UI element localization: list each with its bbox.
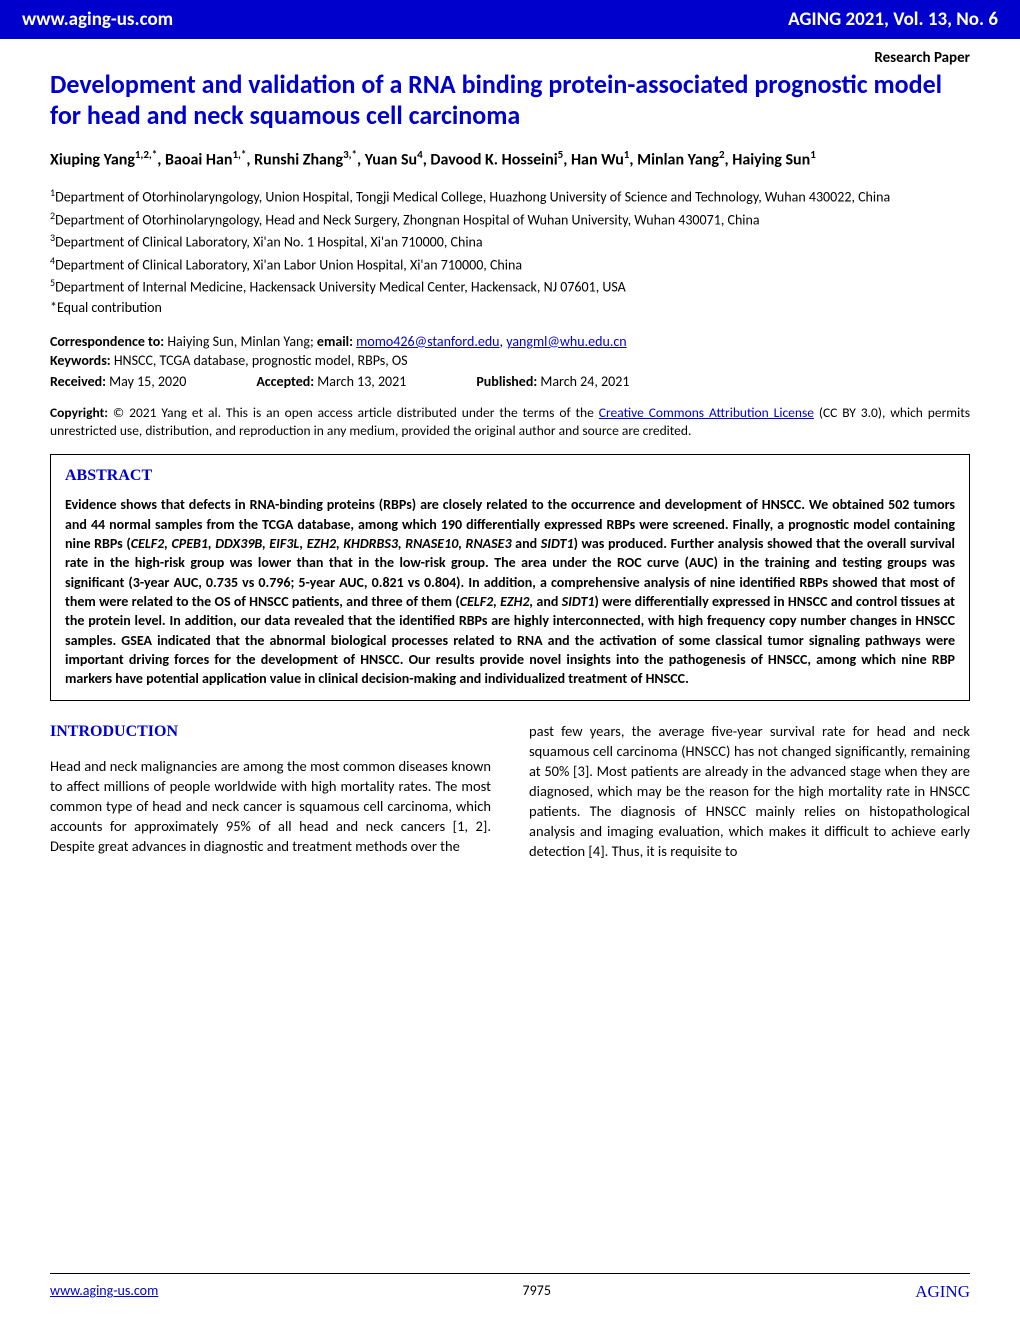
page-footer: www.aging-us.com 7975 AGING [50, 1273, 970, 1302]
abstract-heading: ABSTRACT [65, 467, 955, 485]
page-content: Research Paper Development and validatio… [0, 39, 1020, 861]
affiliation: 4Department of Clinical Laboratory, Xi'a… [50, 254, 970, 276]
authors-list: Xiuping Yang1,2,*, Baoai Han1,*, Runshi … [50, 147, 970, 172]
license-link[interactable]: Creative Commons Attribution License [599, 404, 814, 421]
published-date: Published: March 24, 2021 [476, 373, 629, 390]
affiliation: 3Department of Clinical Laboratory, Xi'a… [50, 231, 970, 253]
copyright-label: Copyright: [50, 404, 108, 421]
dates-row: Received: May 15, 2020 Accepted: March 1… [50, 373, 970, 390]
accepted-value: March 13, 2021 [314, 373, 406, 390]
footer-url[interactable]: www.aging-us.com [50, 1282, 158, 1302]
correspondence-label: Correspondence to: [50, 333, 164, 350]
affiliation: 2Department of Otorhinolaryngology, Head… [50, 209, 970, 231]
affiliations: 1Department of Otorhinolaryngology, Unio… [50, 186, 970, 318]
abstract-box: ABSTRACT Evidence shows that defects in … [50, 454, 970, 701]
affiliation: 5Department of Internal Medicine, Hacken… [50, 276, 970, 298]
affiliation: 1Department of Otorhinolaryngology, Unio… [50, 186, 970, 208]
introduction-heading: INTRODUCTION [50, 721, 491, 743]
accepted-label: Accepted: [256, 373, 314, 390]
intro-paragraph: Head and neck malignancies are among the… [50, 756, 491, 856]
copyright-block: Copyright: © 2021 Yang et al. This is an… [50, 404, 970, 440]
article-title: Development and validation of a RNA bind… [50, 69, 970, 131]
email-label: email: [317, 333, 353, 350]
copyright-text1: © 2021 Yang et al. This is an open acces… [108, 404, 599, 421]
published-value: March 24, 2021 [537, 373, 629, 390]
abstract-text: Evidence shows that defects in RNA-bindi… [65, 495, 955, 688]
journal-header: www.aging-us.com AGING 2021, Vol. 13, No… [0, 0, 1020, 39]
column-left: INTRODUCTION Head and neck malignancies … [50, 721, 491, 861]
accepted-date: Accepted: March 13, 2021 [256, 373, 406, 390]
header-issue: AGING 2021, Vol. 13, No. 6 [788, 8, 998, 31]
equal-contribution: *Equal contribution [50, 299, 970, 318]
keywords-label: Keywords: [50, 352, 111, 369]
body-columns: INTRODUCTION Head and neck malignancies … [50, 721, 970, 861]
received-value: May 15, 2020 [106, 373, 186, 390]
published-label: Published: [476, 373, 537, 390]
page-number: 7975 [523, 1282, 551, 1302]
column-right: past few years, the average five-year su… [529, 721, 970, 861]
footer-journal: AGING [915, 1282, 970, 1302]
intro-paragraph-cont: past few years, the average five-year su… [529, 721, 970, 861]
email-link[interactable]: yangml@whu.edu.cn [506, 333, 626, 350]
correspondence-names: Haiying Sun, Minlan Yang; [164, 333, 317, 350]
correspondence-block: Correspondence to: Haiying Sun, Minlan Y… [50, 332, 970, 371]
paper-type: Research Paper [50, 49, 970, 67]
keywords-text: HNSCC, TCGA database, prognostic model, … [111, 352, 408, 369]
received-date: Received: May 15, 2020 [50, 373, 186, 390]
email-link[interactable]: momo426@stanford.edu [356, 333, 499, 350]
header-url: www.aging-us.com [22, 8, 173, 31]
received-label: Received: [50, 373, 106, 390]
keywords-line: Keywords: HNSCC, TCGA database, prognost… [50, 351, 970, 371]
correspondence-line: Correspondence to: Haiying Sun, Minlan Y… [50, 332, 970, 352]
